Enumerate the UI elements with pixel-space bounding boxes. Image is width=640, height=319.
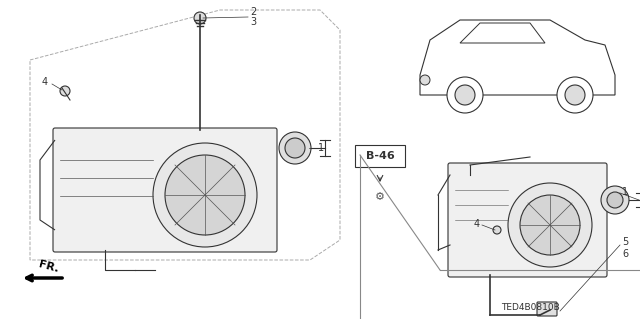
Circle shape <box>194 12 206 24</box>
Text: 5: 5 <box>622 237 628 247</box>
Circle shape <box>165 155 245 235</box>
Circle shape <box>420 75 430 85</box>
Text: 3: 3 <box>250 17 256 27</box>
Text: FR.: FR. <box>38 259 60 274</box>
Circle shape <box>285 138 305 158</box>
Text: 6: 6 <box>622 249 628 259</box>
Text: 2: 2 <box>250 7 256 17</box>
Circle shape <box>607 192 623 208</box>
Circle shape <box>493 226 501 234</box>
Circle shape <box>565 85 585 105</box>
Text: TED4B0810B: TED4B0810B <box>500 303 559 313</box>
Circle shape <box>279 132 311 164</box>
Text: 4: 4 <box>42 77 48 87</box>
FancyBboxPatch shape <box>355 145 405 167</box>
Circle shape <box>60 86 70 96</box>
Text: B-46: B-46 <box>365 151 394 161</box>
FancyBboxPatch shape <box>448 163 607 277</box>
Text: 1: 1 <box>622 187 628 197</box>
Circle shape <box>520 195 580 255</box>
Circle shape <box>508 183 592 267</box>
Text: 4: 4 <box>474 219 480 229</box>
Circle shape <box>601 186 629 214</box>
Circle shape <box>455 85 475 105</box>
FancyBboxPatch shape <box>537 302 557 316</box>
Circle shape <box>447 77 483 113</box>
Circle shape <box>557 77 593 113</box>
Text: 1: 1 <box>318 143 324 153</box>
Circle shape <box>153 143 257 247</box>
Text: ⚙: ⚙ <box>375 192 385 202</box>
FancyBboxPatch shape <box>53 128 277 252</box>
